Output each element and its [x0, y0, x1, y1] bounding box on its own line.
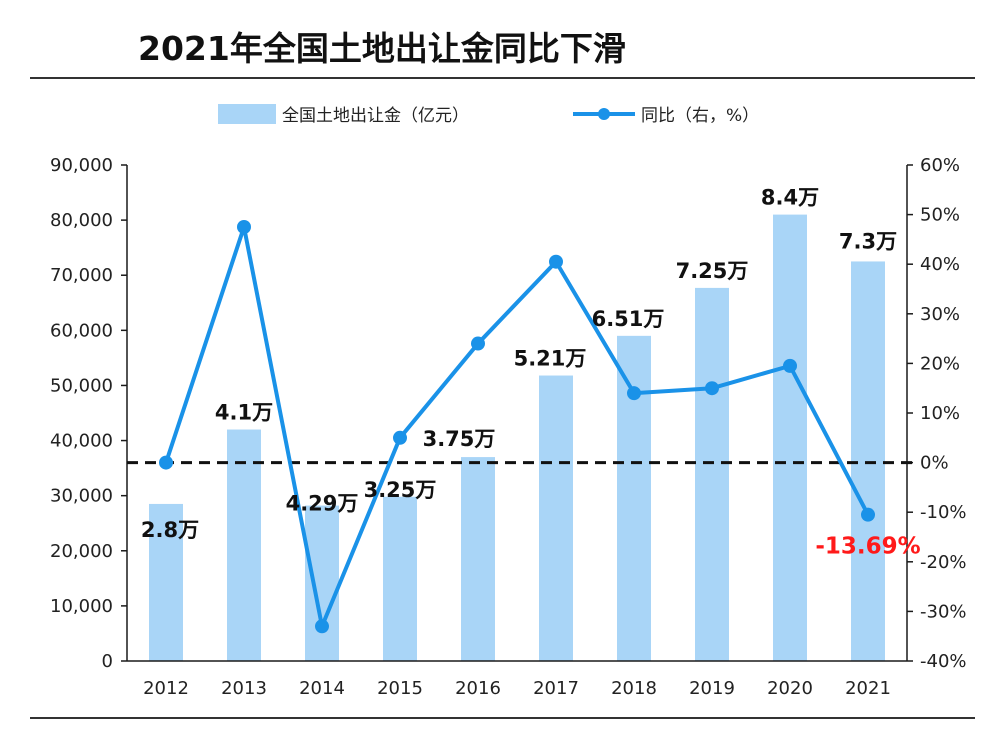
bar-data-label-2014: 4.29万: [286, 492, 359, 516]
legend-line-marker: [598, 108, 610, 120]
bar-2018: [617, 335, 651, 661]
bar-2013: [227, 429, 261, 661]
bar-data-label-2021: 7.3万: [839, 229, 897, 253]
y-right-tick-label: 50%: [920, 205, 960, 226]
y-left-tick-label: 40,000: [50, 431, 113, 452]
y-right-tick-label: -30%: [920, 601, 967, 622]
y-right-tick-label: -20%: [920, 552, 967, 573]
bar-data-label-2013: 4.1万: [215, 401, 273, 425]
y-right-tick-label: 0%: [920, 453, 949, 474]
y-left-tick-label: 90,000: [50, 155, 113, 176]
x-tick-label-2014: 2014: [299, 678, 345, 699]
y-right-tick-label: 40%: [920, 254, 960, 275]
yoy-point-2019: [705, 381, 719, 396]
y-right-tick-label: 10%: [920, 403, 960, 424]
bar-data-label-2018: 6.51万: [592, 307, 665, 331]
x-tick-label-2015: 2015: [377, 678, 423, 699]
y-right-tick-label: -10%: [920, 502, 967, 523]
chart-title: 2021年全国土地出让金同比下滑: [138, 29, 626, 68]
yoy-point-2013: [237, 220, 251, 234]
yoy-point-2021: [861, 507, 875, 522]
y-left-tick-label: 70,000: [50, 265, 113, 286]
y-right-tick-label: 20%: [920, 353, 960, 374]
yoy-point-2020: [783, 358, 797, 373]
x-tick-label-2019: 2019: [689, 678, 735, 699]
y-right-tick-label: 60%: [920, 155, 960, 176]
legend: 全国土地出让金（亿元） 同比（右，%）: [218, 104, 759, 126]
bar-data-label-2020: 8.4万: [761, 186, 819, 210]
bar-2019: [695, 287, 729, 661]
y-left-tick-label: 80,000: [50, 210, 113, 231]
bar-data-label-2019: 7.25万: [676, 259, 749, 283]
x-tick-label-2021: 2021: [845, 678, 891, 699]
legend-bar-swatch: [218, 104, 276, 124]
bar-2014: [305, 505, 339, 661]
yoy-annotation-2021: -13.69%: [815, 534, 920, 560]
bar-2015: [383, 496, 417, 661]
y-right-tick-label: -40%: [920, 651, 967, 672]
bar-data-label-2012: 2.8万: [141, 518, 199, 542]
y-left-tick-label: 30,000: [50, 486, 113, 507]
yoy-point-2012: [159, 455, 173, 470]
yoy-point-2015: [393, 430, 407, 445]
yoy-point-2014: [315, 619, 329, 634]
yoy-point-2017: [549, 254, 563, 269]
y-left-tick-label: 20,000: [50, 541, 113, 562]
bar-2017: [539, 375, 573, 661]
bar-2020: [773, 214, 807, 661]
plot-area: 0 10,000 20,000 30,000 40,000 50,000 60,000 70,…: [50, 155, 967, 699]
bar-data-label-2015: 3.25万: [364, 478, 437, 502]
x-tick-label-2012: 2012: [143, 678, 189, 699]
bar-data-label-2017: 5.21万: [514, 347, 587, 371]
x-tick-label-2013: 2013: [221, 678, 267, 699]
y-left-tick-label: 10,000: [50, 596, 113, 617]
yoy-point-2018: [627, 386, 641, 401]
bar-2012: [149, 503, 183, 661]
bar-data-label-2016: 3.75万: [423, 427, 496, 451]
legend-bar-label: 全国土地出让金（亿元）: [282, 106, 469, 126]
x-tick-label-2017: 2017: [533, 678, 579, 699]
y-left-tick-label: 0: [102, 651, 113, 672]
x-tick-label-2020: 2020: [767, 678, 813, 699]
x-tick-label-2018: 2018: [611, 678, 657, 699]
yoy-line: [164, 225, 870, 629]
yoy-point-2016: [471, 336, 485, 351]
y-right-tick-label: 30%: [920, 304, 960, 325]
y-left-tick-label: 50,000: [50, 375, 113, 396]
x-tick-label-2016: 2016: [455, 678, 501, 699]
bar-2016: [461, 457, 495, 661]
legend-line-label: 同比（右，%）: [641, 106, 759, 126]
y-left-tick-label: 60,000: [50, 320, 113, 341]
